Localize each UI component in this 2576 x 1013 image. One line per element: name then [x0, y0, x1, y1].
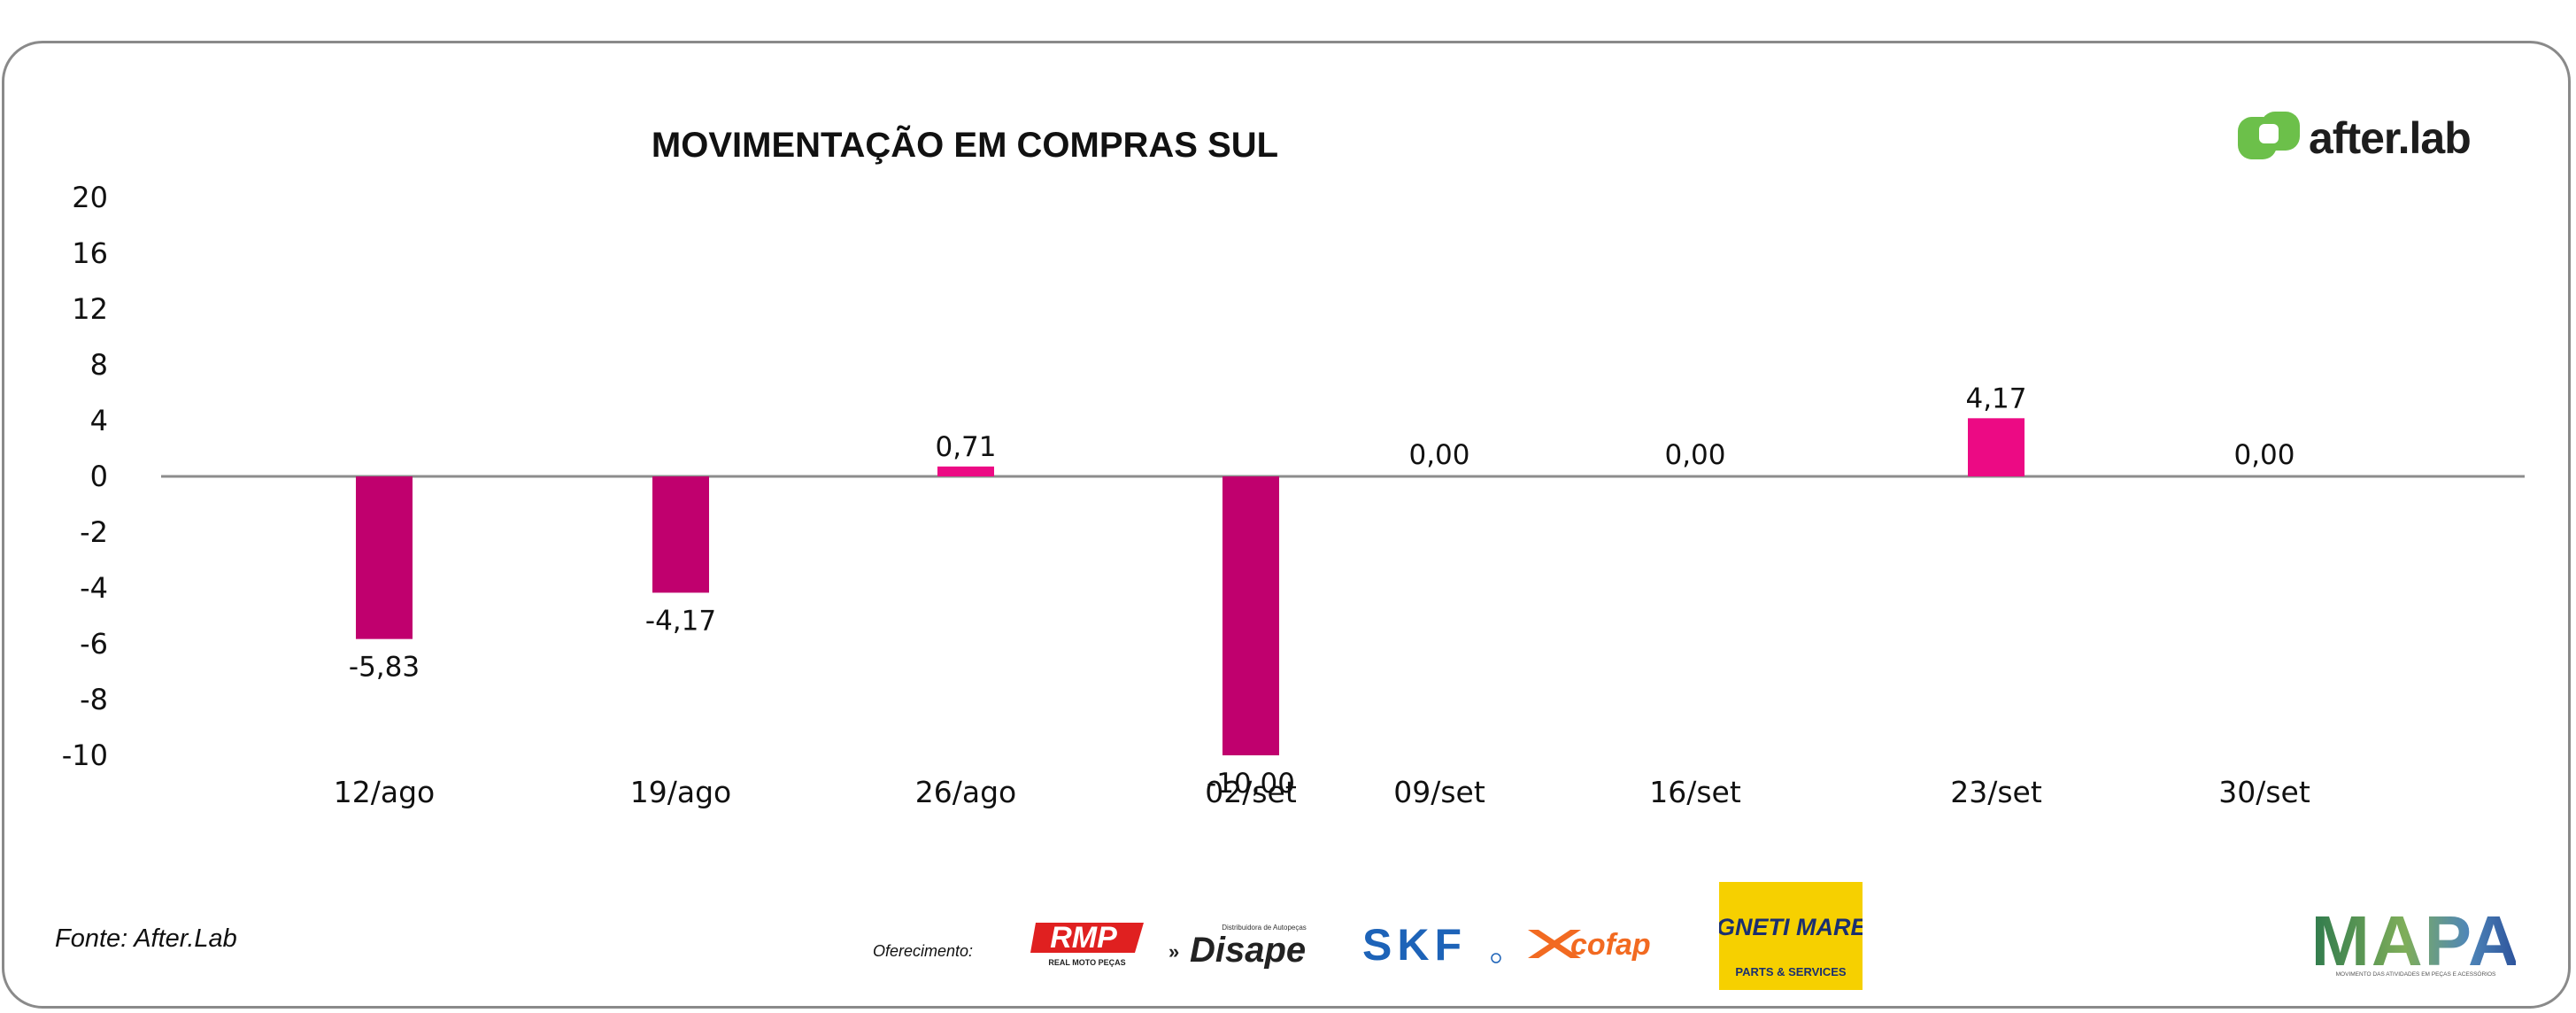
y-tick-label: 20 — [72, 181, 108, 214]
magneti-marelli-logo: MAGNETI MARELLI PARTS & SERVICES — [1679, 882, 1902, 990]
svg-text:Disape: Disape — [1190, 931, 1306, 969]
data-label: 0,00 — [2233, 439, 2294, 471]
y-tick-label: -10 — [62, 738, 108, 772]
bar — [1222, 476, 1279, 755]
data-label: 0,00 — [1408, 439, 1469, 471]
y-tick-label: 8 — [90, 348, 108, 382]
svg-text:MOVIMENTO DAS ATIVIDADES EM PE: MOVIMENTO DAS ATIVIDADES EM PEÇAS E ACES… — [2336, 970, 2496, 978]
y-tick-label: -6 — [80, 627, 108, 661]
svg-text:RMP: RMP — [1050, 921, 1117, 955]
x-tick-label: 12/ago — [334, 775, 435, 809]
bar — [356, 476, 413, 639]
y-tick-label: 12 — [72, 292, 108, 326]
bar — [1968, 418, 2025, 476]
x-tick-label: 26/ago — [915, 775, 1016, 809]
rmp-logo: RMP REAL MOTO PEÇAS — [1030, 917, 1147, 969]
svg-text:MAGNETI MARELLI: MAGNETI MARELLI — [1719, 914, 1863, 940]
bars — [356, 418, 2025, 755]
chart-title: MOVIMENTAÇÃO EM COMPRAS SUL — [652, 124, 1278, 165]
y-tick-label: -4 — [80, 571, 108, 605]
source-note: Fonte: After.Lab — [55, 924, 237, 953]
skf-logo: SKF — [1338, 920, 1503, 970]
svg-text:»: » — [1168, 940, 1179, 963]
data-label: -4,17 — [645, 605, 716, 637]
data-label: 4,17 — [1965, 383, 2026, 414]
afterlab-wordmark: after.lab — [2309, 113, 2472, 163]
svg-text:SKF: SKF — [1362, 923, 1467, 965]
svg-text:MAPA: MAPA — [2316, 907, 2516, 978]
x-tick-label: 16/set — [1649, 775, 1741, 809]
y-tick-label: 4 — [90, 404, 108, 437]
svg-text:Distribuidora de Autopeças: Distribuidora de Autopeças — [1222, 924, 1307, 932]
data-label: 0,00 — [1664, 439, 1725, 471]
data-label: -10,00 — [1207, 768, 1295, 800]
afterlab-mark-icon — [2238, 112, 2300, 165]
y-tick-label: -2 — [80, 515, 108, 549]
x-tick-label: 23/set — [1950, 775, 2042, 809]
afterlab-logo: after.lab — [2238, 110, 2472, 166]
svg-text:PARTS & SERVICES: PARTS & SERVICES — [1735, 965, 1847, 978]
x-tick-label: 09/set — [1393, 775, 1485, 809]
bar — [937, 466, 994, 476]
chart-frame — [2, 41, 2571, 1009]
svg-text:REAL MOTO PEÇAS: REAL MOTO PEÇAS — [1048, 958, 1125, 967]
data-labels: -5,83 -4,17 0,71 -10,00 0,00 0,00 4,17 0,00 — [349, 383, 2295, 800]
x-axis: 12/ago 19/ago 26/ago 02/set 09/set 16/set 23/s… — [334, 775, 2310, 809]
y-tick-label: 0 — [90, 460, 108, 493]
x-tick-label: 19/ago — [630, 775, 731, 809]
y-tick-label: 16 — [72, 236, 108, 270]
y-tick-label: -8 — [80, 683, 108, 716]
bar — [652, 476, 709, 593]
cofap-logo: cofap — [1524, 924, 1685, 963]
data-label: -5,83 — [349, 652, 420, 684]
mapa-logo: MAPA MOVIMENTO DAS ATIVIDADES EM PEÇAS E… — [2310, 901, 2519, 980]
x-tick-label: 30/set — [2218, 775, 2310, 809]
disape-logo: Distribuidora de Autopeças » Disape — [1167, 919, 1319, 970]
svg-text:cofap: cofap — [1570, 928, 1651, 962]
sponsor-label: Oferecimento: — [873, 942, 974, 960]
x-tick-label: 02/set — [1205, 775, 1297, 809]
y-axis: 20 16 12 8 4 0 -2 -4 -6 -8 -10 — [62, 181, 108, 772]
data-label: 0,71 — [935, 431, 996, 463]
